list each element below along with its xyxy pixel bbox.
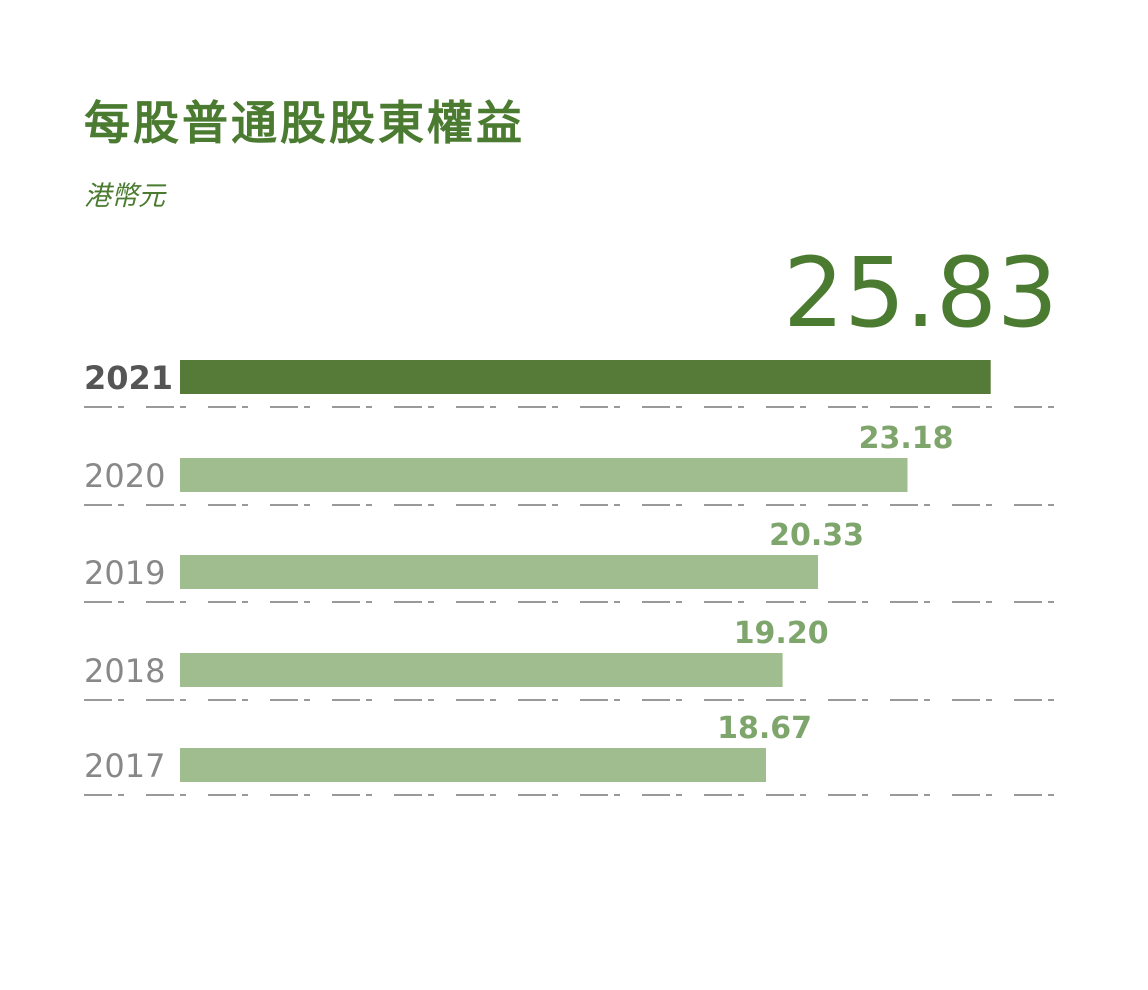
category-label-2021: 2021 bbox=[84, 359, 173, 397]
value-label-2021: 25.83 bbox=[783, 237, 1058, 349]
category-label-2017: 2017 bbox=[84, 747, 165, 785]
chart-title: 每股普通股股東權益 bbox=[84, 96, 525, 150]
bar-2020 bbox=[180, 458, 908, 492]
value-label-2017: 18.67 bbox=[717, 711, 812, 746]
category-label-2019: 2019 bbox=[84, 554, 165, 592]
bar-2018 bbox=[180, 653, 783, 687]
category-label-2020: 2020 bbox=[84, 457, 165, 495]
chart-subtitle: 港幣元 bbox=[84, 181, 165, 212]
bar-2019 bbox=[180, 555, 818, 589]
value-label-2019: 20.33 bbox=[769, 518, 864, 553]
bar-2017 bbox=[180, 748, 766, 782]
category-label-2018: 2018 bbox=[84, 652, 165, 690]
bar-2021 bbox=[180, 360, 991, 394]
value-label-2020: 23.18 bbox=[859, 421, 954, 456]
value-label-2018: 19.20 bbox=[734, 616, 829, 651]
